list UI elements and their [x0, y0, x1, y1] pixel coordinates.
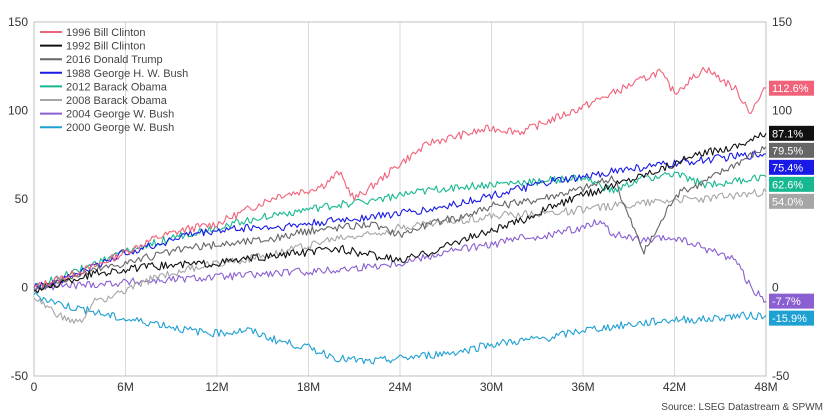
end-value-label: 79.5%	[772, 145, 803, 157]
x-tick-label: 48M	[754, 380, 777, 394]
series-line	[33, 291, 767, 365]
end-value-label: -7.7%	[772, 296, 801, 308]
legend-label: 1996 Bill Clinton	[66, 27, 146, 39]
series-line	[33, 188, 767, 324]
series-layer	[33, 66, 767, 365]
end-value-label: 87.1%	[772, 128, 803, 140]
x-tick-label: 6M	[117, 380, 134, 394]
y-tick-label-right: -50	[772, 369, 790, 383]
end-value-badge	[769, 176, 814, 192]
end-value-badge	[769, 193, 814, 209]
legend-label: 2016 Donald Trump	[66, 54, 163, 66]
end-value-label: 54.0%	[772, 196, 803, 208]
y-tick-label-left: -50	[11, 369, 29, 383]
end-value-badge	[769, 293, 814, 309]
end-value-badge	[769, 125, 814, 141]
source-note: Source: LSEG Datastream & SPWM	[661, 402, 823, 413]
end-value-badge	[769, 80, 814, 96]
series-line	[33, 219, 767, 304]
series-line	[33, 132, 767, 294]
y-tick-label-left: 100	[8, 104, 28, 118]
x-tick-label: 36M	[571, 380, 594, 394]
end-value-badge	[769, 310, 814, 326]
end-value-badge	[769, 159, 814, 175]
legend-label: 2008 Barack Obama	[66, 95, 168, 107]
x-tick-label: 18M	[297, 380, 320, 394]
x-tick-label: 30M	[480, 380, 503, 394]
y-tick-label-left: 150	[8, 15, 28, 29]
y-tick-label-right: 100	[772, 104, 792, 118]
end-value-label: 62.6%	[772, 179, 803, 191]
legend-label: 1988 George H. W. Bush	[66, 68, 188, 80]
plot-frame	[33, 21, 767, 377]
legend-label: 2000 George W. Bush	[66, 122, 174, 134]
series-line	[33, 145, 767, 292]
x-tick-label: 0	[31, 380, 38, 394]
y-tick-label-right: 0	[772, 281, 779, 295]
end-value-badge	[769, 142, 814, 158]
y-tick-label-left: 50	[15, 192, 29, 206]
legend-label: 2004 George W. Bush	[66, 109, 174, 121]
legend-label: 1992 Bill Clinton	[66, 41, 146, 53]
end-label-layer: 112.6% 87.1% 79.5% 75.4% 62.6% 54.0% -7.7% -15.…	[769, 80, 814, 326]
x-tick-label: 42M	[663, 380, 686, 394]
end-value-label: 112.6%	[772, 83, 809, 95]
y-tick-label-left: 0	[21, 281, 28, 295]
series-line	[33, 151, 767, 289]
x-tick-label: 24M	[388, 380, 411, 394]
legend-label: 2012 Barack Obama	[66, 81, 168, 93]
end-value-label: 75.4%	[772, 162, 803, 174]
series-line	[33, 66, 767, 288]
end-value-label: -15.9%	[772, 313, 807, 325]
x-tick-label: 12M	[205, 380, 228, 394]
y-tick-label-right: 150	[772, 15, 792, 29]
axis-layer: 06M12M18M24M30M36M42M48M-50-500050501001…	[8, 15, 792, 394]
